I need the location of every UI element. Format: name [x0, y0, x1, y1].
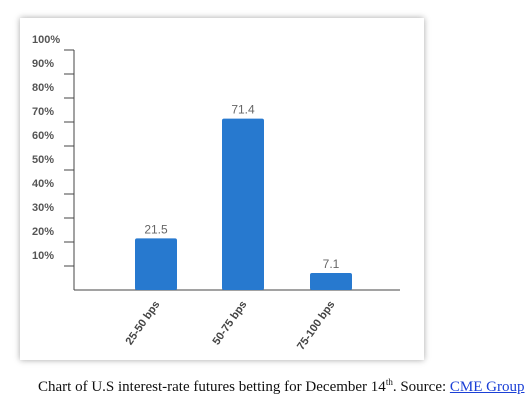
x-category-label: 25-50 bps	[124, 299, 163, 347]
bar-value-label: 71.4	[231, 103, 255, 117]
y-tick-label: 40%	[32, 178, 54, 190]
bars: 21.5 25-50 bps 71.4 50-75 bps 7.1 75-100 bps	[124, 103, 352, 352]
y-tick-label: 60%	[32, 130, 54, 142]
y-tick-label: 100%	[32, 34, 60, 46]
x-category-label: 50-75 bps	[211, 299, 250, 347]
bar	[310, 272, 352, 290]
chart-card: 10% 20% 30% 40% 50% 60% 70% 80% 90% 100% 21.5 25-5…	[20, 18, 424, 360]
y-tick-label: 20%	[32, 226, 54, 238]
y-tick-label: 50%	[32, 154, 54, 166]
y-tick-label: 70%	[32, 106, 54, 118]
caption-text: Chart of U.S interest-rate futures betti…	[38, 379, 386, 395]
y-tick-label: 30%	[32, 202, 54, 214]
bar	[222, 118, 264, 290]
figure-caption: Chart of U.S interest-rate futures betti…	[38, 377, 525, 396]
bar	[135, 238, 177, 290]
source-link[interactable]: CME Group	[449, 379, 525, 395]
y-tick-label: 80%	[32, 82, 54, 94]
bar-value-label: 7.1	[323, 257, 340, 271]
caption-source-prefix: . Source:	[392, 379, 450, 395]
x-category-label: 75-100 bps	[295, 299, 337, 352]
caption-superscript: th	[385, 377, 393, 387]
y-axis-ticks: 10% 20% 30% 40% 50% 60% 70% 80% 90% 100%	[32, 34, 74, 267]
bar-chart: 10% 20% 30% 40% 50% 60% 70% 80% 90% 100% 21.5 25-5…	[32, 34, 400, 352]
y-tick-label: 90%	[32, 58, 54, 70]
y-tick-label: 10%	[32, 250, 54, 262]
bar-value-label: 21.5	[144, 222, 168, 236]
